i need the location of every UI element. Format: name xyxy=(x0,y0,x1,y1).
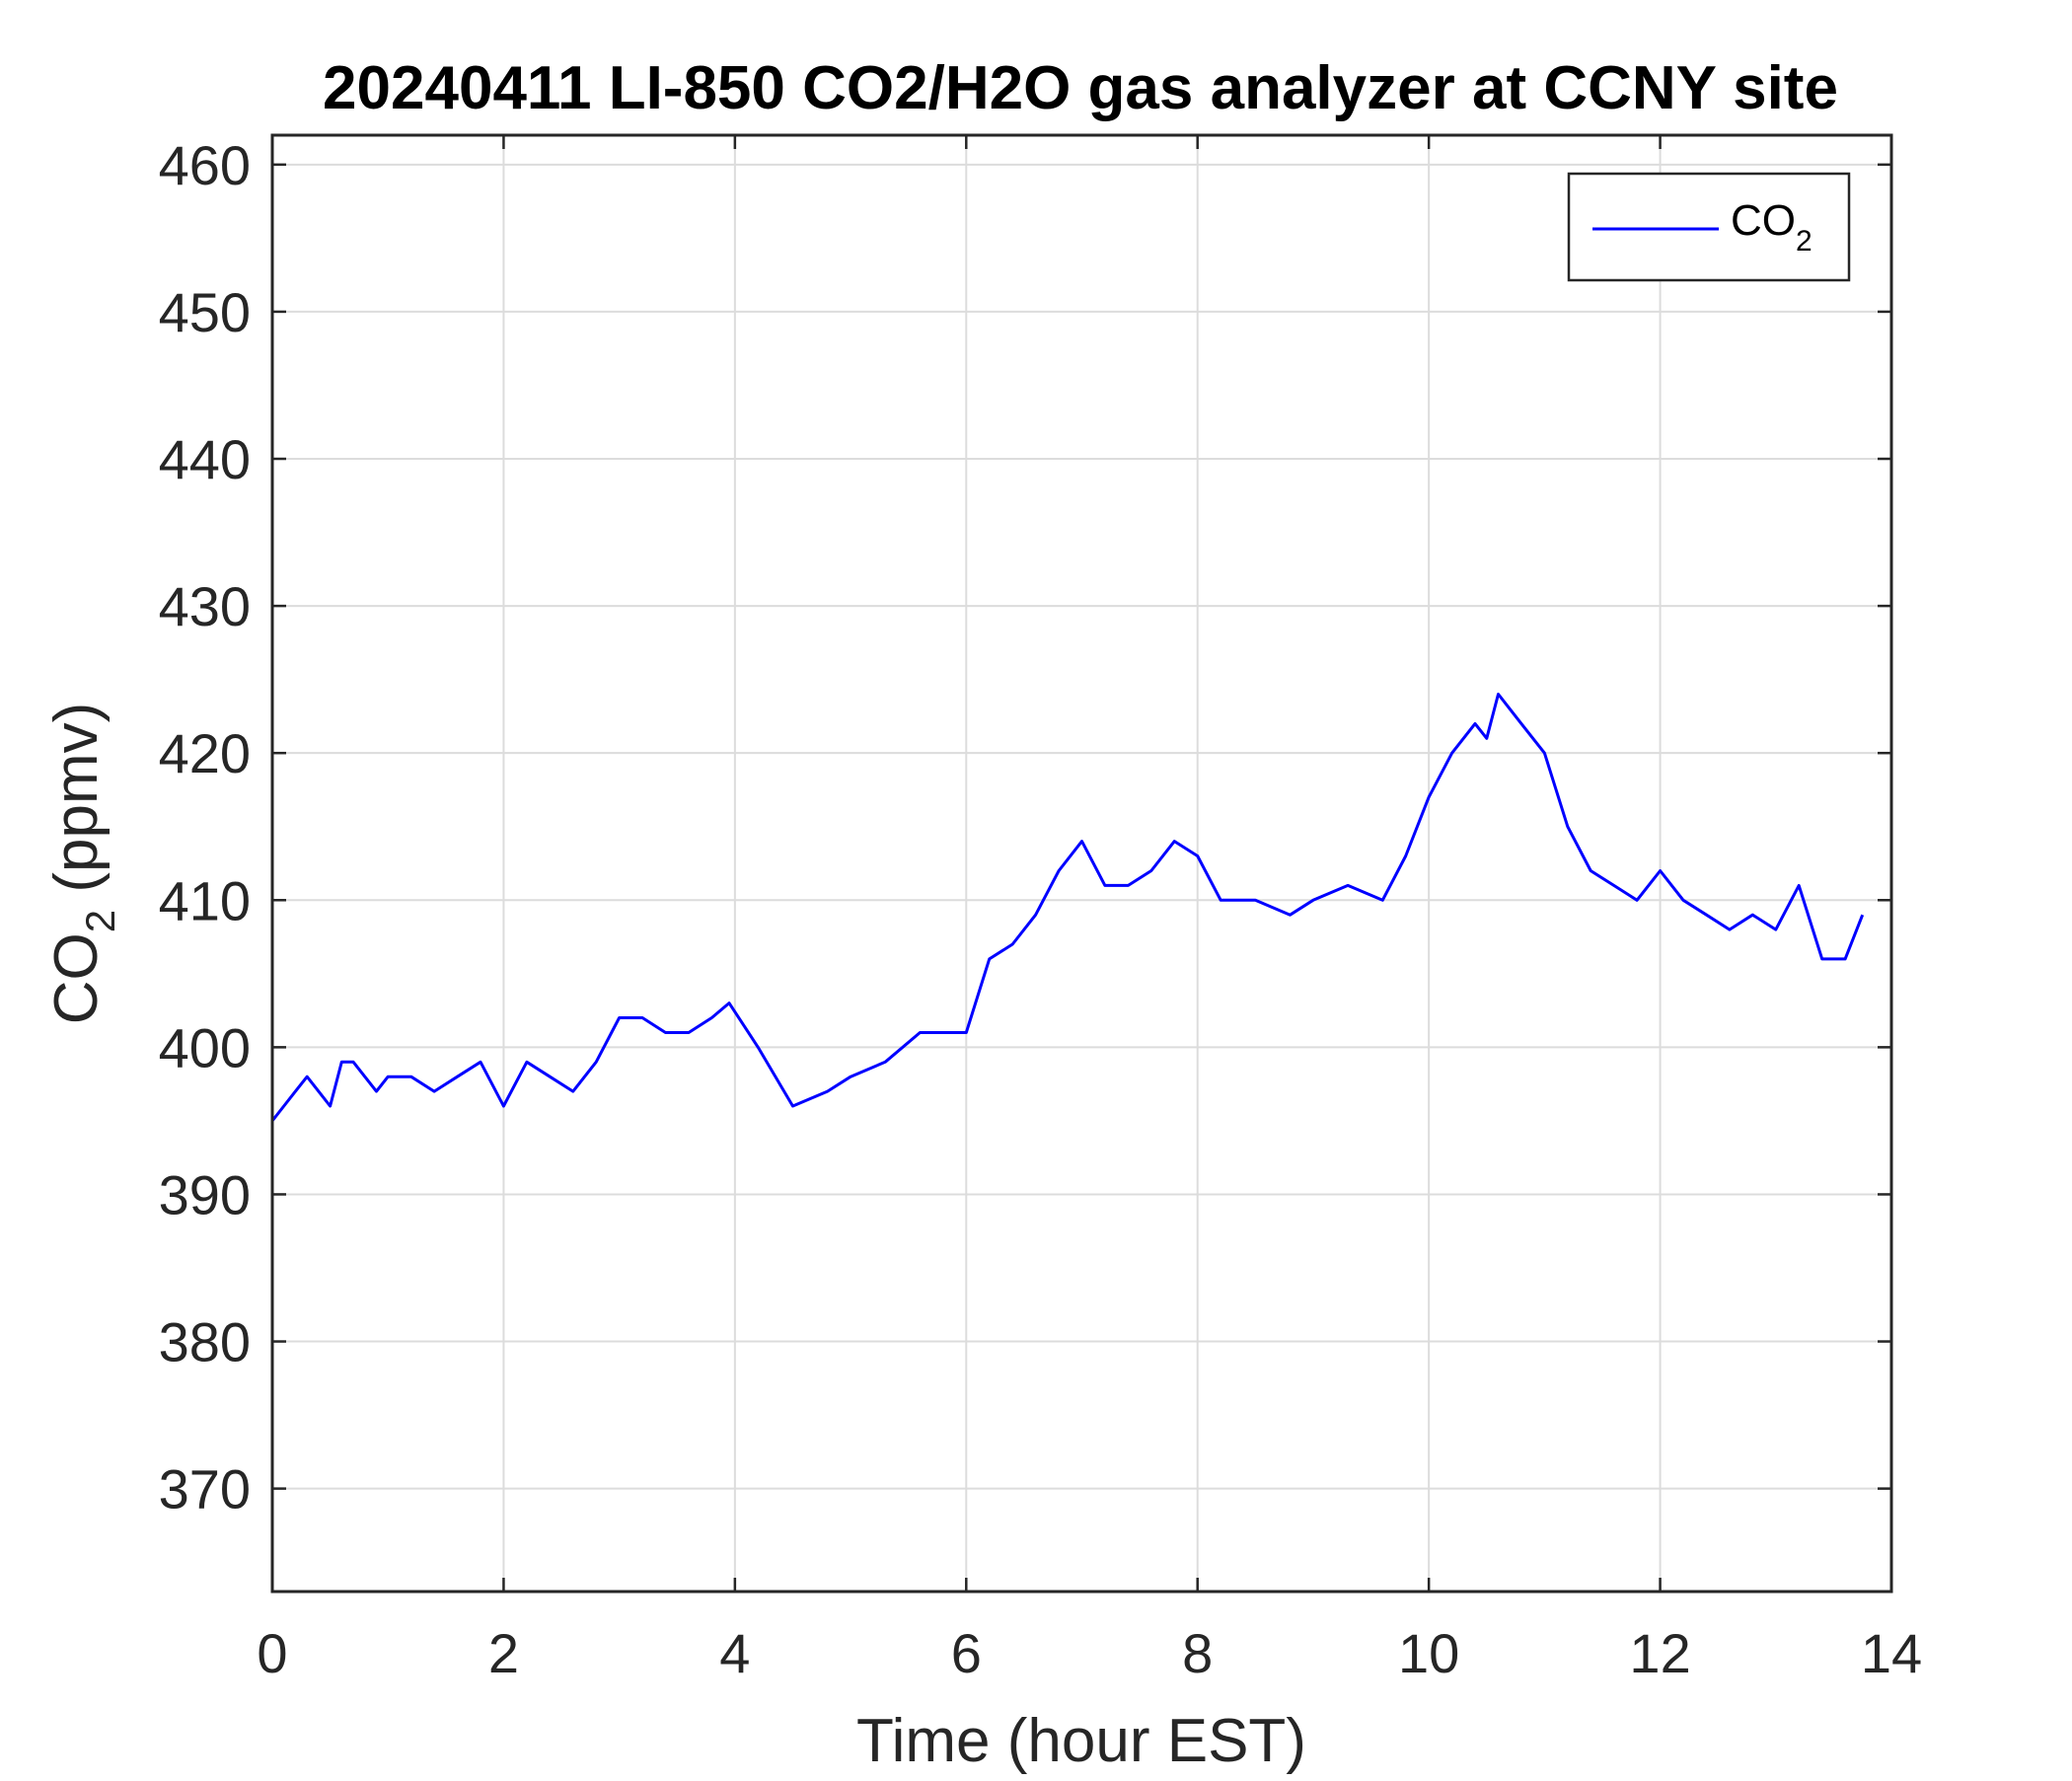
y-tick-label: 410 xyxy=(159,869,251,931)
x-tick-label: 8 xyxy=(1182,1622,1213,1684)
grid-lines xyxy=(272,135,1891,1592)
y-tick-label: 440 xyxy=(159,428,251,490)
legend-label-main: CO xyxy=(1731,196,1796,245)
y-tick-label: 370 xyxy=(159,1458,251,1521)
x-tick-label: 10 xyxy=(1398,1622,1459,1684)
x-tick-label: 0 xyxy=(257,1622,287,1684)
legend-box xyxy=(1567,172,1851,282)
plot-area xyxy=(272,135,1891,1592)
x-tick-label: 14 xyxy=(1861,1622,1922,1684)
chart-title: 20240411 LI-850 CO2/H2O gas analyzer at … xyxy=(323,54,1838,122)
series-layer xyxy=(270,693,1865,1122)
x-tick-label: 6 xyxy=(951,1622,982,1684)
legend-label-co2: CO2 xyxy=(1731,196,1813,258)
y-tick-label: 380 xyxy=(159,1311,251,1373)
legend: CO2 xyxy=(1567,172,1851,282)
y-tick-label: 460 xyxy=(159,134,251,196)
y-tick-labels: 370 380 390 400 410 420 430 440 450 460 xyxy=(159,134,251,1521)
y-axis-label: CO2 (ppmv) xyxy=(42,703,123,1025)
axis-ticks xyxy=(270,135,1893,1592)
x-tick-label: 12 xyxy=(1629,1622,1690,1684)
y-axis-label-main: CO xyxy=(42,932,111,1024)
y-tick-label: 420 xyxy=(159,722,251,784)
x-axis-label: Time (hour EST) xyxy=(856,1707,1306,1775)
x-tick-label: 2 xyxy=(488,1622,519,1684)
y-tick-label: 390 xyxy=(159,1163,251,1225)
x-tick-labels: 0 2 4 6 8 10 12 14 xyxy=(257,1622,1922,1684)
series-line-co2 xyxy=(270,693,1865,1122)
y-tick-label: 400 xyxy=(159,1016,251,1078)
y-axis-label-unit: (ppmv) xyxy=(42,703,111,910)
y-tick-label: 430 xyxy=(159,575,251,637)
x-tick-label: 4 xyxy=(719,1622,750,1684)
y-tick-label: 450 xyxy=(159,281,251,343)
legend-label-subscript: 2 xyxy=(1796,225,1813,258)
plot-frame xyxy=(270,133,1893,1594)
y-axis-label-subscript: 2 xyxy=(77,910,123,932)
